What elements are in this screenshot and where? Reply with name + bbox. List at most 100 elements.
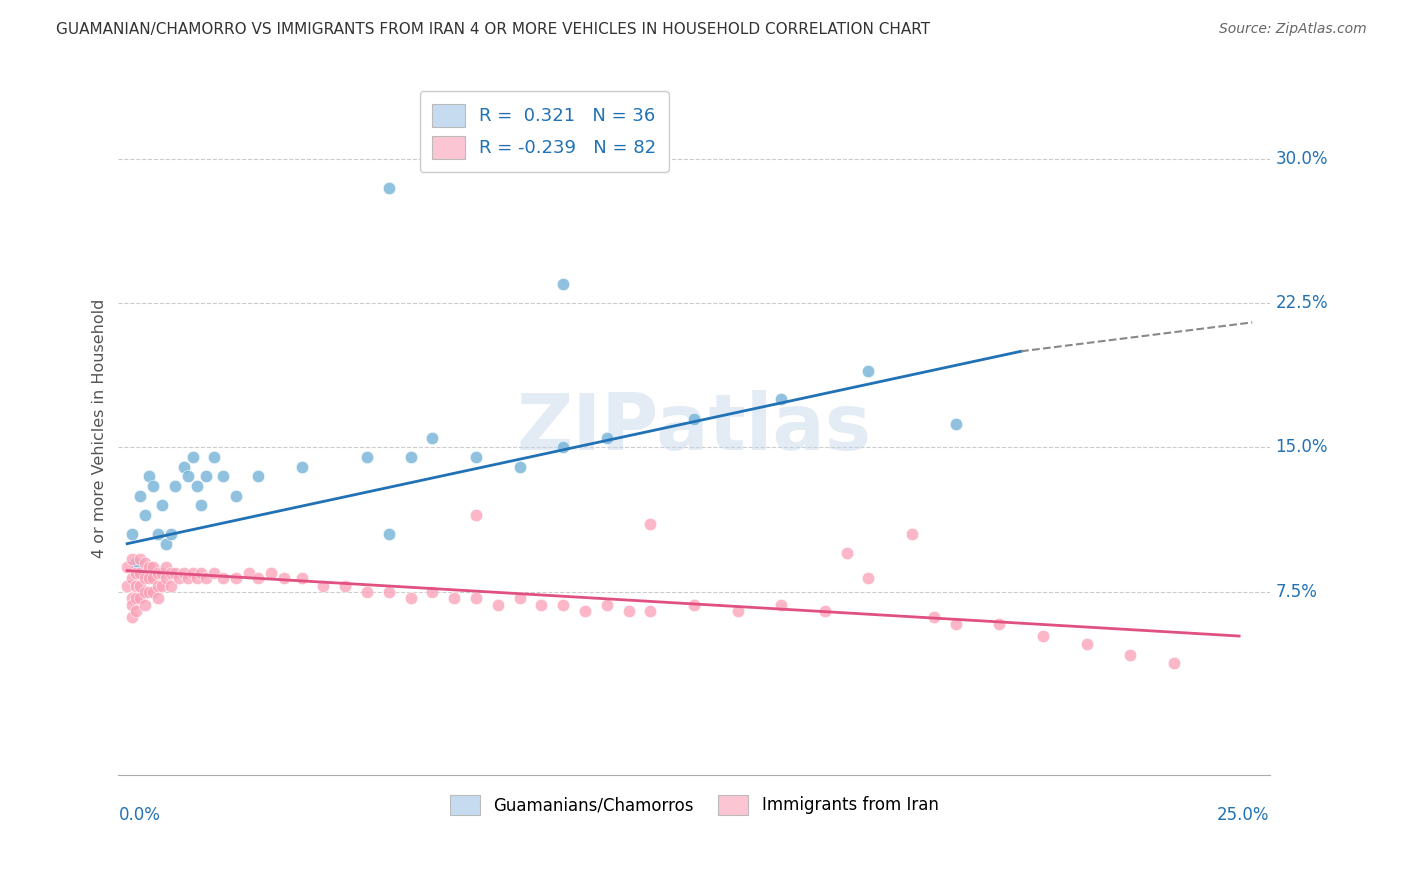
Point <box>945 417 967 432</box>
Point <box>165 566 187 580</box>
Point <box>312 579 335 593</box>
Point <box>465 450 488 464</box>
Point <box>1163 656 1185 670</box>
Point <box>225 571 247 585</box>
Point <box>945 617 967 632</box>
Point <box>378 527 401 541</box>
Point <box>181 566 204 580</box>
Point <box>858 363 880 377</box>
Point <box>146 566 169 580</box>
Point <box>596 599 619 613</box>
Point <box>202 566 225 580</box>
Point <box>194 571 217 585</box>
Point <box>422 431 444 445</box>
Point <box>422 584 444 599</box>
Point <box>246 571 269 585</box>
Point <box>121 599 143 613</box>
Point <box>159 566 181 580</box>
Point <box>399 591 422 605</box>
Point <box>121 591 143 605</box>
Point <box>150 498 173 512</box>
Point <box>142 479 165 493</box>
Point <box>291 459 314 474</box>
Point <box>138 584 160 599</box>
Point <box>509 591 531 605</box>
Point <box>988 617 1011 632</box>
Point <box>169 571 191 585</box>
Point <box>186 571 208 585</box>
Point <box>142 571 165 585</box>
Text: 0.0%: 0.0% <box>118 805 160 823</box>
Point <box>727 604 749 618</box>
Text: GUAMANIAN/CHAMORRO VS IMMIGRANTS FROM IRAN 4 OR MORE VEHICLES IN HOUSEHOLD CORRE: GUAMANIAN/CHAMORRO VS IMMIGRANTS FROM IR… <box>56 22 931 37</box>
Point <box>835 546 858 560</box>
Point <box>186 479 208 493</box>
Point <box>155 537 177 551</box>
Text: ZIPatlas: ZIPatlas <box>516 390 872 467</box>
Point <box>125 566 148 580</box>
Point <box>142 559 165 574</box>
Point <box>159 527 181 541</box>
Text: 22.5%: 22.5% <box>1275 294 1329 312</box>
Point <box>181 450 204 464</box>
Point <box>129 566 152 580</box>
Point <box>574 604 596 618</box>
Point <box>814 604 837 618</box>
Point <box>155 559 177 574</box>
Point <box>125 604 148 618</box>
Point <box>173 566 195 580</box>
Point <box>146 527 169 541</box>
Point <box>121 609 143 624</box>
Point <box>238 566 260 580</box>
Point <box>129 591 152 605</box>
Point <box>177 571 200 585</box>
Point <box>1032 629 1054 643</box>
Point <box>356 450 378 464</box>
Point <box>1076 637 1098 651</box>
Y-axis label: 4 or more Vehicles in Household: 4 or more Vehicles in Household <box>93 299 107 558</box>
Point <box>134 508 156 522</box>
Point <box>129 552 152 566</box>
Text: 25.0%: 25.0% <box>1218 805 1270 823</box>
Point <box>129 489 152 503</box>
Point <box>121 552 143 566</box>
Point <box>553 277 575 291</box>
Point <box>121 527 143 541</box>
Point <box>212 469 235 483</box>
Point <box>640 604 662 618</box>
Point <box>335 579 357 593</box>
Point <box>159 579 181 593</box>
Point <box>378 584 401 599</box>
Point <box>190 566 212 580</box>
Point <box>146 579 169 593</box>
Point <box>146 591 169 605</box>
Point <box>125 591 148 605</box>
Point <box>260 566 283 580</box>
Point <box>443 591 465 605</box>
Point <box>138 469 160 483</box>
Point <box>770 599 793 613</box>
Point <box>1119 648 1142 663</box>
Point <box>901 527 924 541</box>
Point <box>378 180 401 194</box>
Point <box>356 584 378 599</box>
Point <box>770 392 793 407</box>
Point <box>683 411 706 425</box>
Point <box>129 579 152 593</box>
Point <box>125 579 148 593</box>
Point <box>291 571 314 585</box>
Point <box>173 459 195 474</box>
Point <box>530 599 553 613</box>
Point <box>553 599 575 613</box>
Point <box>922 609 945 624</box>
Point <box>509 459 531 474</box>
Point <box>246 469 269 483</box>
Text: Source: ZipAtlas.com: Source: ZipAtlas.com <box>1219 22 1367 37</box>
Point <box>399 450 422 464</box>
Point <box>155 571 177 585</box>
Point <box>138 559 160 574</box>
Point <box>617 604 640 618</box>
Point <box>858 571 880 585</box>
Legend: Guamanians/Chamorros, Immigrants from Iran: Guamanians/Chamorros, Immigrants from Ir… <box>443 788 945 822</box>
Point <box>273 571 295 585</box>
